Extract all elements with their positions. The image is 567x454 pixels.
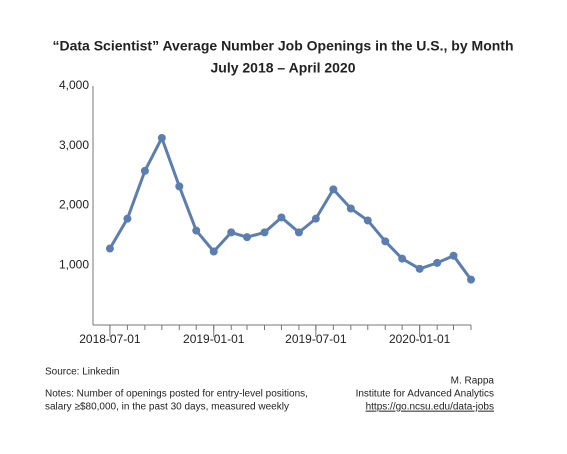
note: salary ≥$80,000, in the past 30 days, me… [45,402,289,413]
x-tick-label: 2020-01-01 [389,332,451,346]
credit-link[interactable]: https://go.ncsu.edu/data-jobs [366,402,494,413]
point [311,214,320,223]
chart-title: “Data Scientist” Average Number Job Open… [52,38,513,54]
point [260,228,269,237]
credit: Institute for Advanced Analytics [356,389,494,400]
point [294,228,303,237]
point [433,258,442,267]
point [277,213,286,222]
point [449,251,458,260]
y-tick-label: 3,000 [59,138,89,152]
point [105,244,114,253]
point [381,237,390,246]
x-tick-label: 2019-01-01 [183,332,245,346]
note: Notes: Number of openings posted for ent… [45,389,308,400]
point [467,275,475,284]
point [329,185,338,194]
point [209,247,218,256]
credit: M. Rappa [451,376,495,387]
x-tick-label: 2018-07-01 [79,332,141,346]
source: Source: Linkedin [45,367,120,378]
chart-subtitle: July 2018 – April 2020 [210,60,355,76]
point [192,226,201,235]
point [175,182,184,191]
y-tick-label: 1,000 [59,257,89,271]
point [415,264,424,273]
y-tick-label: 4,000 [59,78,89,92]
point [227,228,236,237]
point [243,233,252,242]
y-tick-label: 2,000 [59,198,89,212]
point [398,254,407,263]
point [157,133,166,142]
point [123,214,132,223]
point [140,166,149,175]
series-line [108,136,473,281]
point [363,216,372,225]
point [346,204,355,213]
x-tick-label: 2019-07-01 [285,332,347,346]
